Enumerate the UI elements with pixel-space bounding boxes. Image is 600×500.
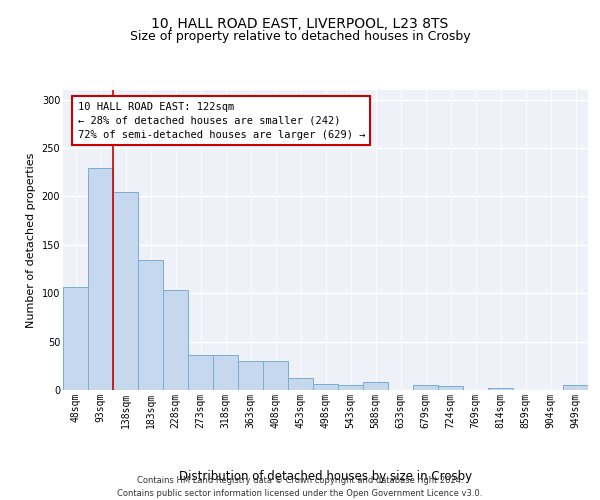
Bar [363,382,388,390]
Bar [163,290,188,390]
Bar [563,385,588,390]
Bar [138,260,163,390]
Bar [213,355,238,390]
X-axis label: Distribution of detached houses by size in Crosby: Distribution of detached houses by size … [179,470,472,482]
Bar [438,386,463,390]
Bar [338,385,363,390]
Y-axis label: Number of detached properties: Number of detached properties [26,152,36,328]
Text: 10, HALL ROAD EAST, LIVERPOOL, L23 8TS: 10, HALL ROAD EAST, LIVERPOOL, L23 8TS [151,18,449,32]
Bar [63,288,88,390]
Bar [263,361,288,390]
Bar [488,388,513,390]
Bar [188,355,213,390]
Bar [288,378,313,390]
Text: 10 HALL ROAD EAST: 122sqm
← 28% of detached houses are smaller (242)
72% of semi: 10 HALL ROAD EAST: 122sqm ← 28% of detac… [77,102,365,140]
Bar [413,385,438,390]
Bar [113,192,138,390]
Text: Size of property relative to detached houses in Crosby: Size of property relative to detached ho… [130,30,470,43]
Text: Contains HM Land Registry data © Crown copyright and database right 2024.
Contai: Contains HM Land Registry data © Crown c… [118,476,482,498]
Bar [238,361,263,390]
Bar [88,168,113,390]
Bar [313,384,338,390]
